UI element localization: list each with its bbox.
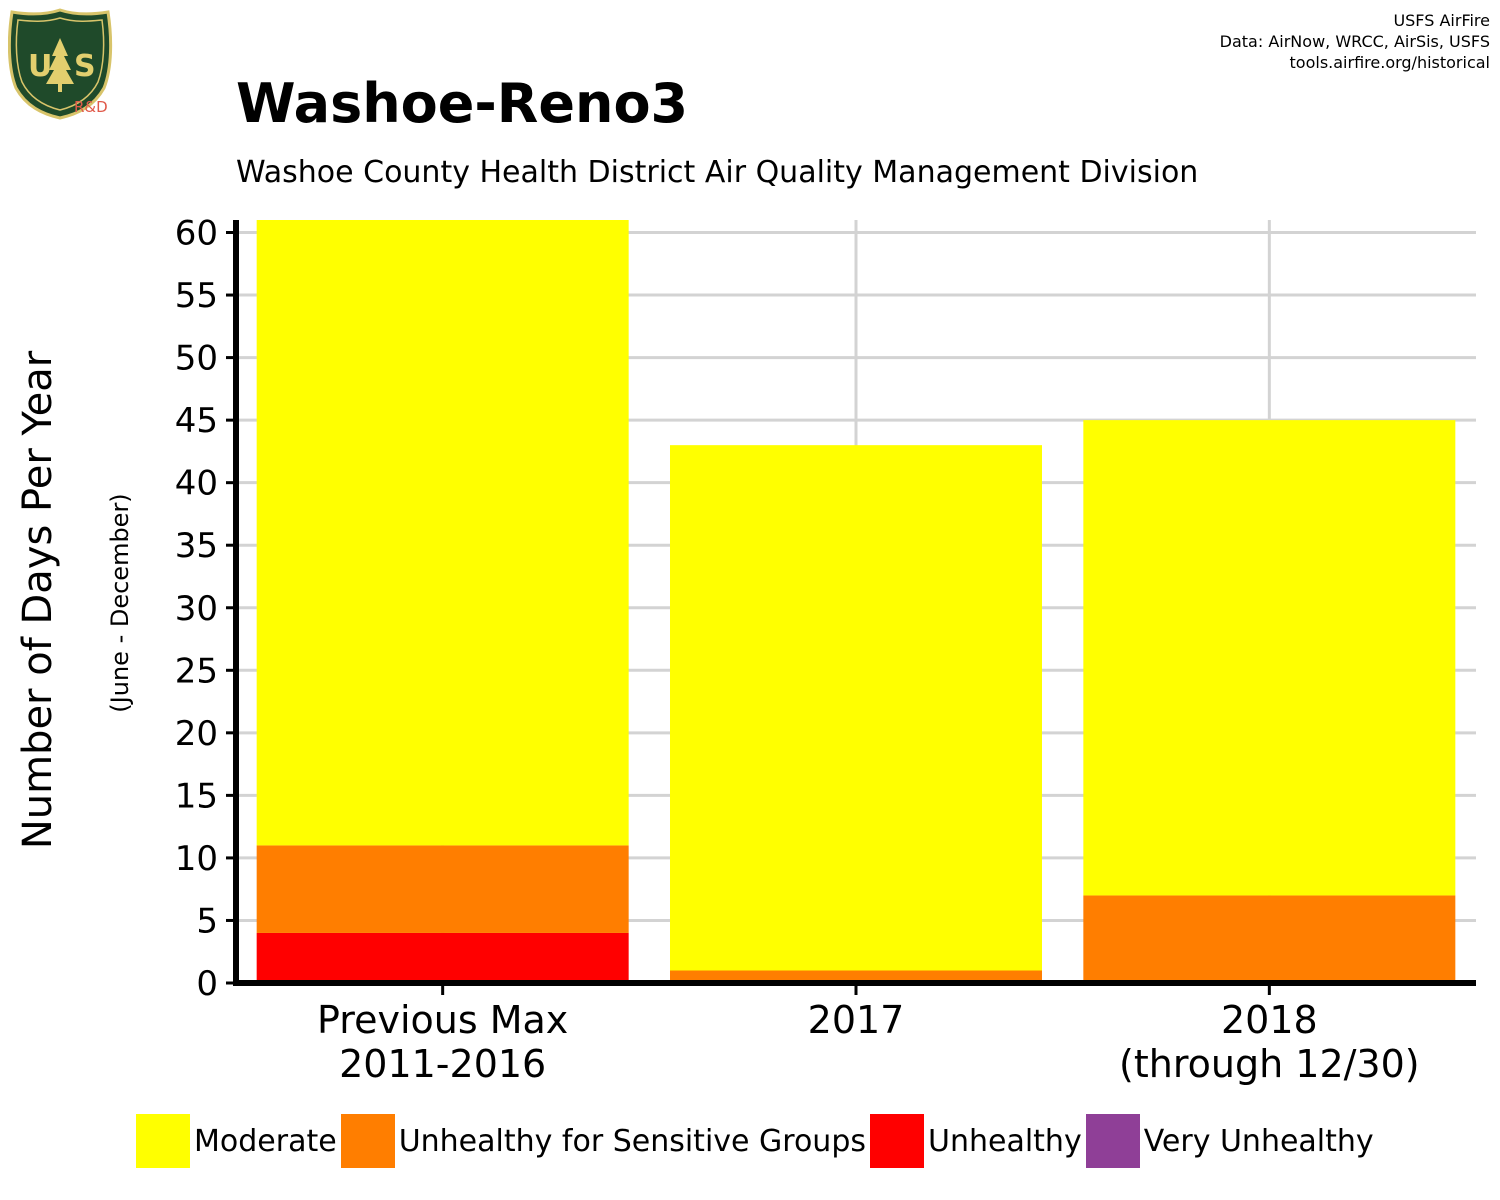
legend-swatch xyxy=(136,1114,190,1168)
legend-label: Moderate xyxy=(194,1123,337,1159)
bar-segment-unhealthy-for-sensitive-groups xyxy=(256,845,629,933)
x-tick-label: Previous Max xyxy=(317,998,568,1042)
credit-line: Data: AirNow, WRCC, AirSis, USFS xyxy=(1219,32,1490,51)
chart-title: Washoe-Reno3 xyxy=(236,72,689,135)
y-tick-label: 45 xyxy=(175,401,218,441)
legend-item: Very Unhealthy xyxy=(1085,1114,1374,1168)
x-tick-label: 2011-2016 xyxy=(339,1042,546,1086)
y-tick-label: 35 xyxy=(175,526,218,566)
legend-label: Unhealthy for Sensitive Groups xyxy=(398,1123,866,1159)
bar-segment-moderate xyxy=(1083,420,1456,896)
x-tick-label: (through 12/30) xyxy=(1119,1042,1420,1086)
legend-item: Unhealthy for Sensitive Groups xyxy=(340,1114,866,1168)
bar-segment-moderate xyxy=(670,445,1042,971)
bar-segment-unhealthy-for-sensitive-groups xyxy=(670,970,1042,983)
y-tick-label: 55 xyxy=(175,276,218,316)
logo-rd-label: R&D xyxy=(74,98,108,116)
forest-service-logo: U S xyxy=(8,8,113,120)
legend-item: Moderate xyxy=(136,1114,337,1168)
legend: Moderate Unhealthy for Sensitive Groups Un… xyxy=(136,1114,1378,1168)
y-tick-label: 60 xyxy=(175,214,218,254)
svg-text:S: S xyxy=(74,49,96,84)
credit-line: USFS AirFire xyxy=(1393,11,1490,30)
svg-text:U: U xyxy=(28,49,52,84)
legend-item: Unhealthy xyxy=(870,1114,1082,1168)
credit-line: tools.airfire.org/historical xyxy=(1289,53,1490,72)
credits: USFS AirFire Data: AirNow, WRCC, AirSis,… xyxy=(1220,10,1490,73)
chart-subtitle: Washoe County Health District Air Qualit… xyxy=(236,155,1199,190)
legend-swatch xyxy=(340,1114,395,1168)
y-tick-label: 0 xyxy=(196,964,218,1004)
legend-swatch xyxy=(870,1114,924,1168)
y-tick-label: 15 xyxy=(175,776,218,816)
legend-label: Very Unhealthy xyxy=(1143,1123,1374,1159)
y-tick-label: 30 xyxy=(175,589,218,629)
x-tick-label: 2018 xyxy=(1221,998,1318,1042)
y-tick-label: 10 xyxy=(175,839,218,879)
y-tick-label: 50 xyxy=(175,339,218,379)
x-tick-label: 2017 xyxy=(808,998,905,1042)
y-tick-label: 20 xyxy=(175,714,218,754)
y-tick-label: 5 xyxy=(196,901,218,941)
y-tick-label: 40 xyxy=(175,464,218,504)
legend-label: Unhealthy xyxy=(928,1123,1082,1159)
bar-segment-unhealthy xyxy=(256,932,629,983)
legend-swatch xyxy=(1085,1114,1140,1168)
bar-segment-moderate xyxy=(256,220,629,846)
y-tick-label: 25 xyxy=(175,651,218,691)
bar-segment-unhealthy-for-sensitive-groups xyxy=(1083,895,1456,983)
